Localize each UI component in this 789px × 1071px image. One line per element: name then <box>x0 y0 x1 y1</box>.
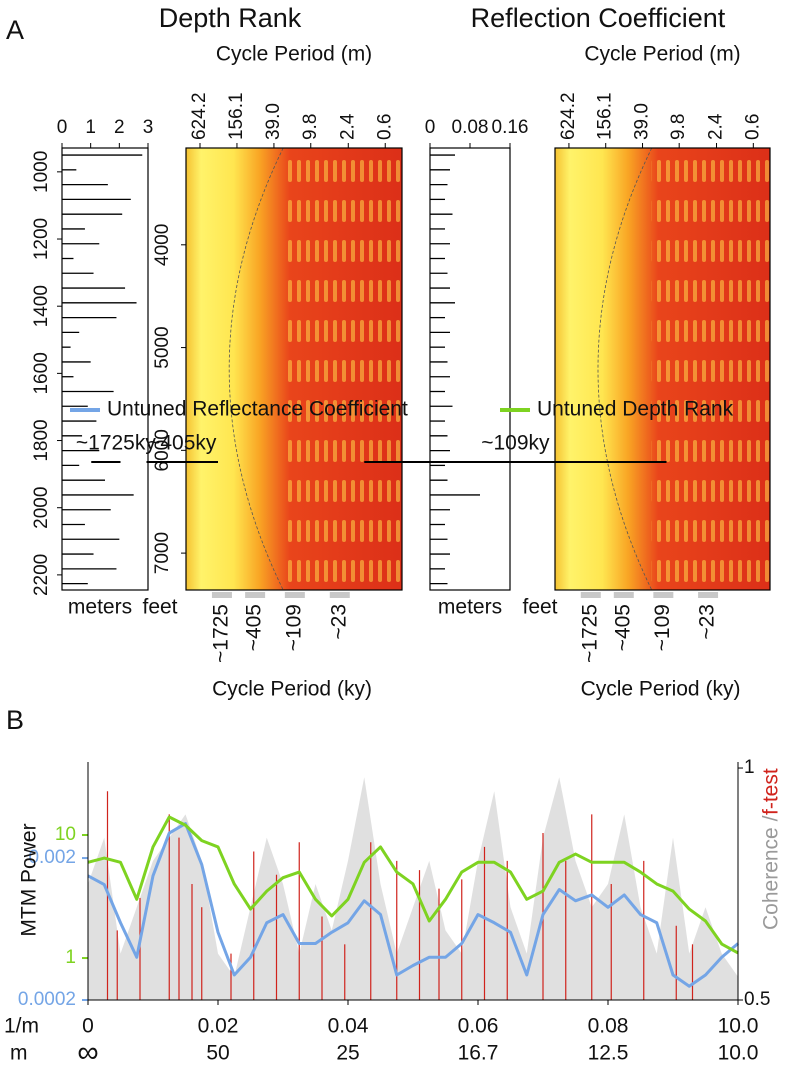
legend-label: Untuned Reflectance Coefficient <box>107 398 408 421</box>
y-axis-label: meters <box>68 596 132 619</box>
period-label: ~1725 <box>578 604 601 663</box>
x2-axis-label: m <box>10 1042 28 1065</box>
x2-tick-label: 16.7 <box>458 1042 499 1065</box>
x-axis-label: Cycle Period (m) <box>216 43 372 66</box>
period-annotation: ~1725ky <box>76 432 156 455</box>
y-tick-label: 1600 <box>31 352 52 394</box>
x-tick-label: 0.16 <box>492 117 529 138</box>
x-tick-label: 2 <box>114 117 125 138</box>
period-label: ~109 <box>651 604 674 651</box>
y-tick-label: 1800 <box>31 419 52 461</box>
period-band <box>211 592 232 598</box>
x-tick-label: 0.6 <box>374 114 395 140</box>
period-band <box>284 592 305 598</box>
cone-of-influence <box>228 147 284 591</box>
x2-tick-label: 12.5 <box>588 1042 629 1065</box>
y-axis-label: feet <box>522 596 557 619</box>
period-band <box>698 592 719 598</box>
x-tick-label: 39.0 <box>632 103 653 140</box>
y2-tick-label: 0.5 <box>744 989 770 1010</box>
y-tick-label: 5000 <box>152 326 173 368</box>
y-tick-label: 1200 <box>31 218 52 260</box>
x2-tick-label: ∞ <box>77 1036 98 1069</box>
x-axis-label: Cycle Period (ky) <box>212 678 372 701</box>
y-tick-label: 1400 <box>31 285 52 327</box>
x-tick-label: 0.6 <box>742 114 763 140</box>
coherence-area <box>88 777 738 1000</box>
plot-frame <box>61 147 149 591</box>
series-line <box>87 815 739 955</box>
x-tick-label: 0.02 <box>198 1015 239 1038</box>
y-tick-label: 2000 <box>31 487 52 529</box>
x2-tick-label: 25 <box>336 1042 359 1065</box>
x-tick-label: 156.1 <box>226 92 247 140</box>
x-tick-label: 0.08 <box>588 1015 629 1038</box>
panel-label: B <box>6 705 24 735</box>
plot-frame <box>185 147 403 591</box>
x2-tick-label: 10.0 <box>718 1042 759 1065</box>
x-axis-label: 1/m <box>4 1015 39 1038</box>
y-tick-label: 10 <box>55 824 76 845</box>
wavelet-texture <box>283 148 402 590</box>
x-tick-label: 0.06 <box>458 1015 499 1038</box>
x-tick-label: 156.1 <box>595 92 616 140</box>
legend-label: Untuned Depth Rank <box>537 398 734 421</box>
plot-frame <box>554 147 771 591</box>
chart-title: Depth Rank <box>159 3 302 33</box>
x-tick-label: 0 <box>82 1015 94 1038</box>
y-tick-label: 1 <box>65 947 76 968</box>
period-band <box>580 592 601 598</box>
x-tick-label: 624.2 <box>558 92 579 140</box>
cone-of-influence <box>597 147 653 591</box>
x-tick-label: 0 <box>57 117 68 138</box>
x-tick-label: 10.0 <box>718 1015 759 1038</box>
period-label: ~109 <box>282 604 305 651</box>
x-tick-label: 2.4 <box>337 113 358 140</box>
x-tick-label: 0 <box>425 117 436 138</box>
y-tick-label: 1000 <box>31 151 52 193</box>
period-band <box>653 592 674 598</box>
x-tick-label: 0.08 <box>452 117 489 138</box>
x-tick-label: 9.8 <box>300 114 321 140</box>
y-tick-label: 4000 <box>152 224 173 266</box>
y-tick-label: 0.002 <box>28 847 76 868</box>
x-tick-label: 39.0 <box>263 103 284 140</box>
y2-tick-label: 1 <box>744 757 755 778</box>
x-tick-label: 3 <box>143 117 154 138</box>
period-band <box>329 592 350 598</box>
chart-title: Reflection Coefficient <box>471 3 726 33</box>
x-axis-label: Cycle Period (m) <box>584 43 740 66</box>
period-label: ~1725 <box>209 604 232 663</box>
period-band <box>613 592 634 598</box>
series-line <box>87 822 739 988</box>
x-tick-label: 624.2 <box>189 92 210 140</box>
y-axis-label: meters <box>438 596 502 619</box>
period-annotation: ~109ky <box>481 432 550 455</box>
y-tick-label: 7000 <box>152 532 173 574</box>
y-tick-label: 0.0002 <box>18 989 76 1010</box>
x-axis-label: Cycle Period (ky) <box>581 678 741 701</box>
y-axis-label: MTM Power <box>18 823 41 936</box>
period-label: ~405 <box>611 604 634 651</box>
x-tick-label: 0.04 <box>328 1015 369 1038</box>
period-label: ~23 <box>696 604 719 640</box>
period-label: ~405 <box>243 604 266 651</box>
x2-tick-label: 50 <box>206 1042 229 1065</box>
y-tick-label: 6000 <box>152 429 173 471</box>
x-tick-label: 9.8 <box>668 114 689 140</box>
x-tick-label: 1 <box>85 117 96 138</box>
period-label: ~23 <box>327 604 350 640</box>
x-tick-label: 2.4 <box>706 113 727 140</box>
wavelet-texture <box>651 148 770 590</box>
y2-axis-label: f-test <box>760 768 783 815</box>
period-band <box>245 592 266 598</box>
panel-label: A <box>6 15 24 45</box>
y-axis-label: feet <box>142 596 177 619</box>
y2-axis-label: Coherence / <box>760 815 783 930</box>
y-tick-label: 2200 <box>31 554 52 596</box>
period-annotation: ~405ky <box>148 432 217 455</box>
